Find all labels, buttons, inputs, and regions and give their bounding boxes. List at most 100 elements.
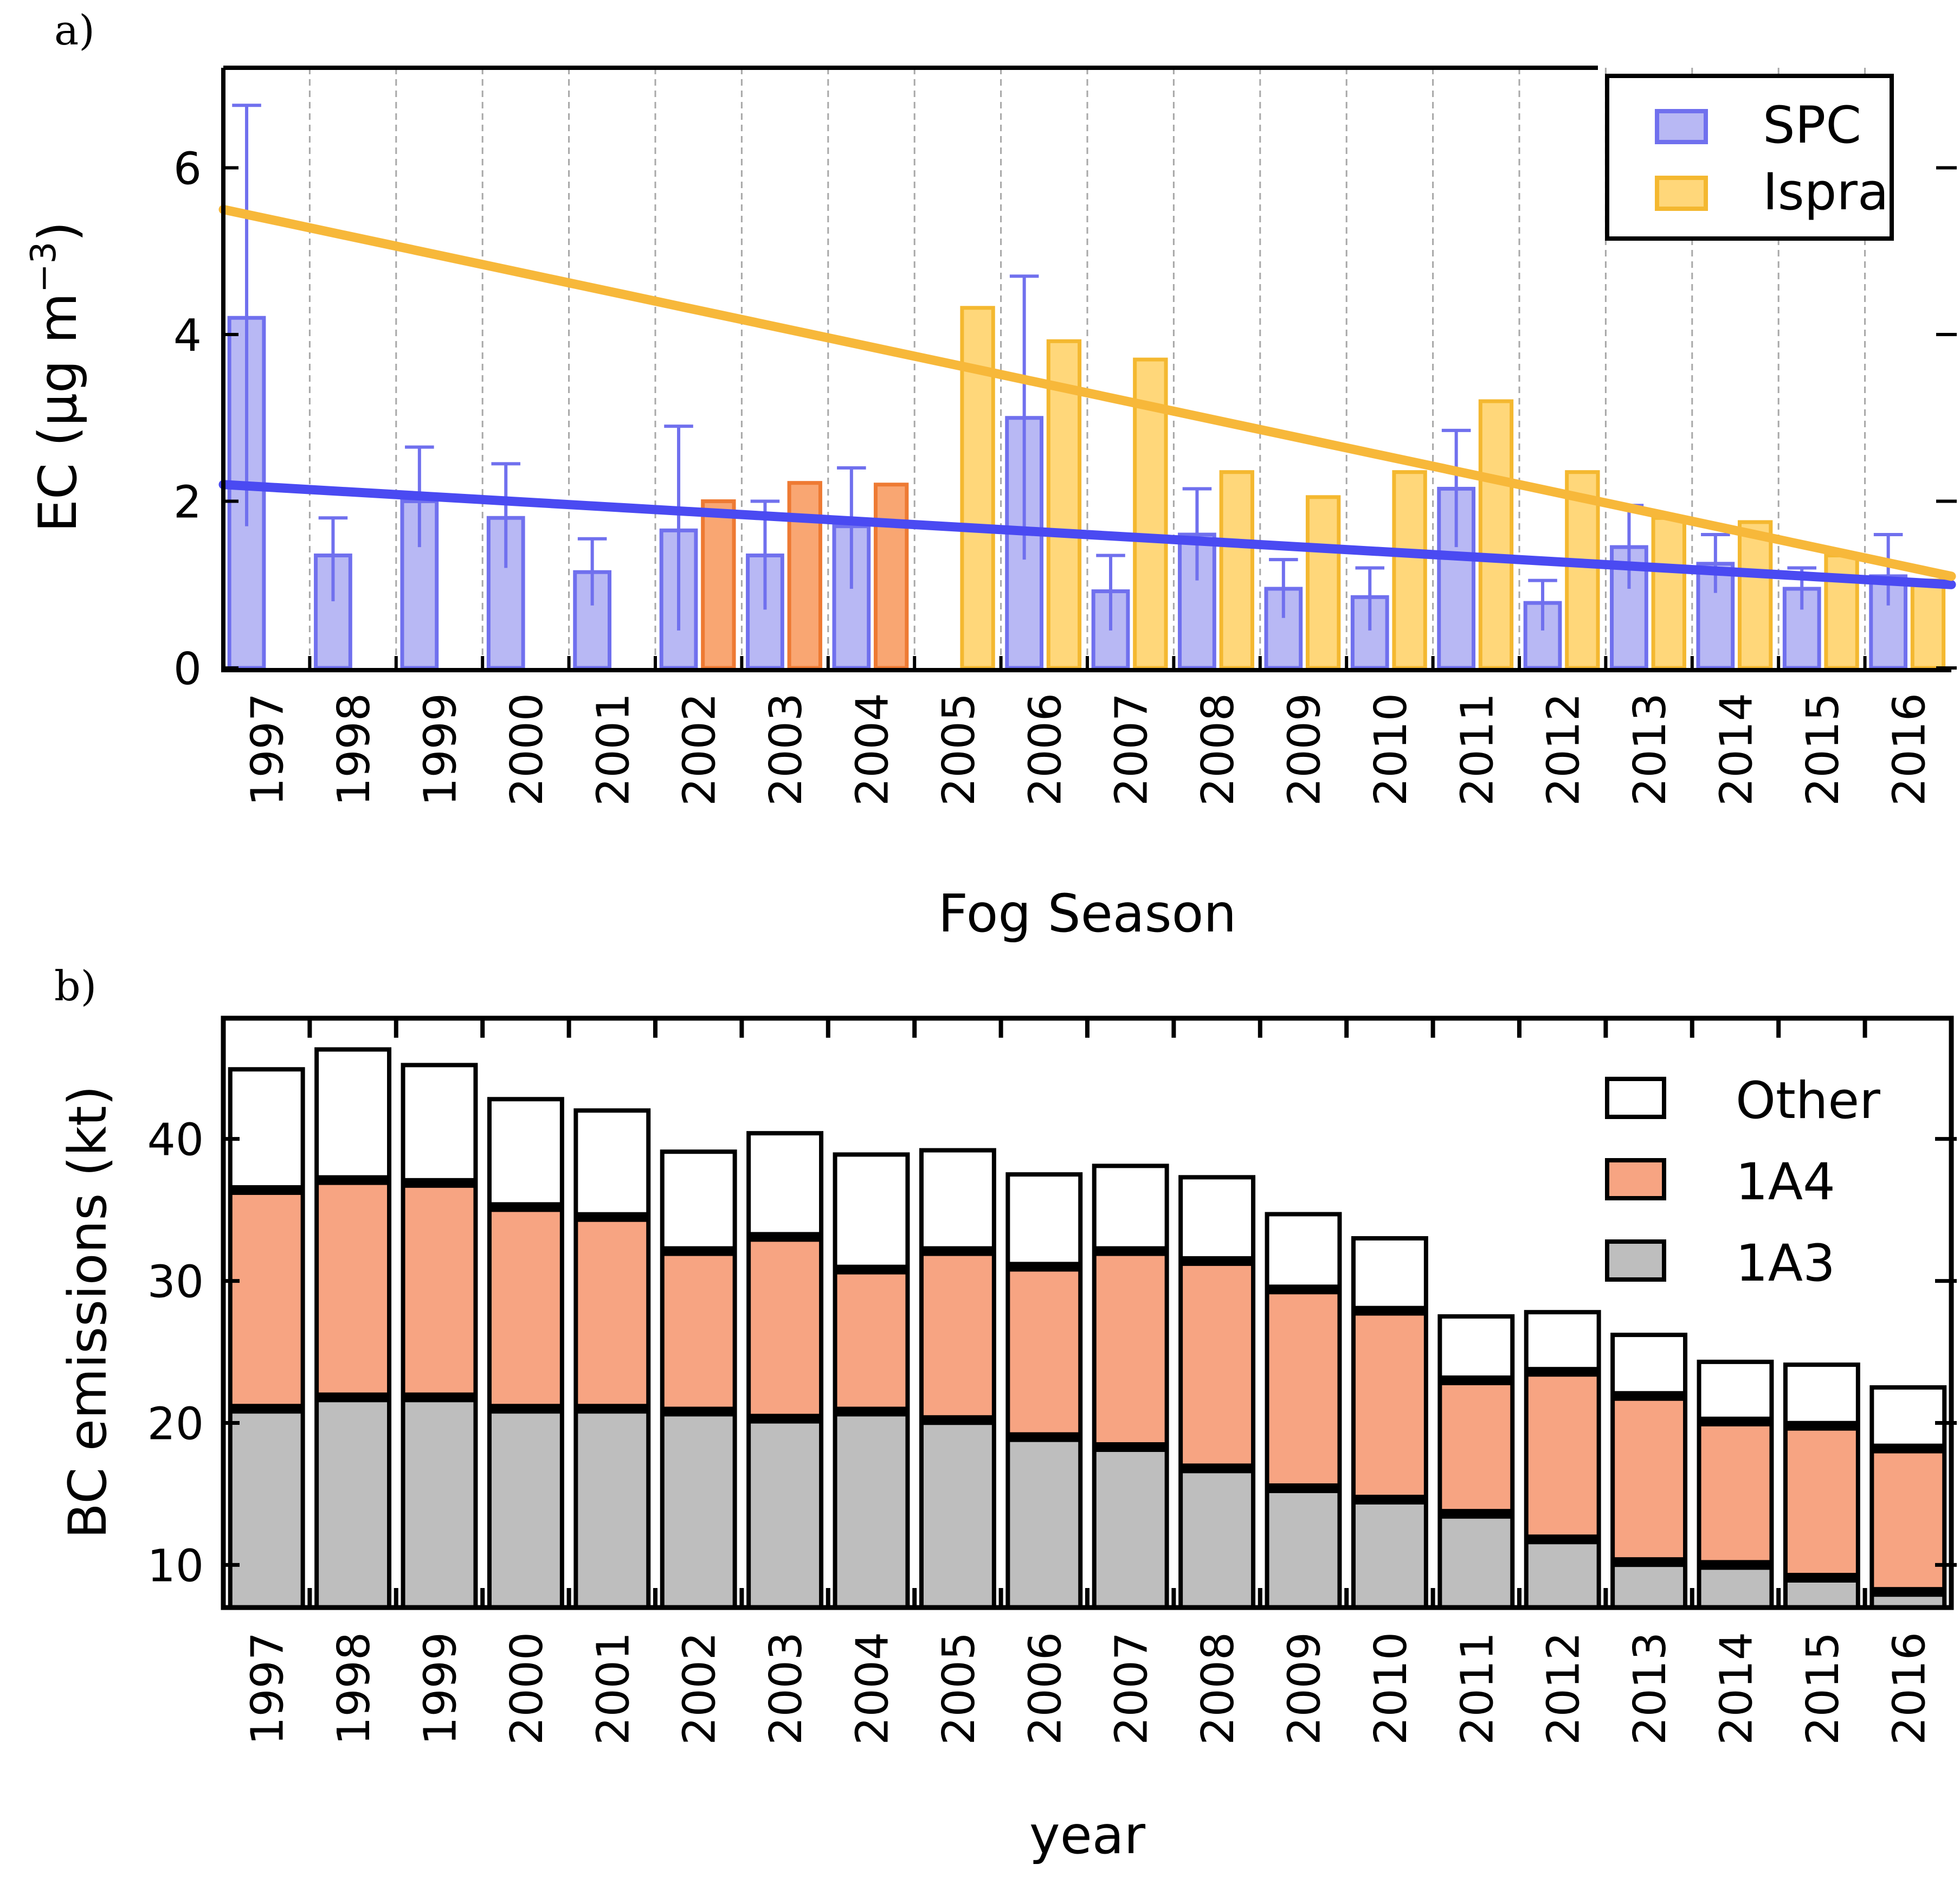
panel-b-axes-box	[221, 1015, 1954, 1610]
1a3-segment-2012	[1526, 1539, 1599, 1608]
panel-a-y-axis-title-superscript: −3	[24, 242, 64, 293]
1a4-segment-2011	[1440, 1380, 1513, 1514]
1a3-segment-1997	[230, 1409, 303, 1608]
panel-a-x-tick-label-2015: 2015	[1797, 693, 1849, 806]
panel-a-x-tick-label-2001: 2001	[588, 693, 639, 806]
segment-separator-2002	[662, 1406, 735, 1417]
other-segment-2002	[662, 1152, 735, 1251]
panel-a-x-axis-title: Fog Season	[938, 883, 1236, 944]
panel-a-error-bars	[232, 104, 1903, 631]
segment-separator-2015	[1785, 1420, 1858, 1431]
segment-separator-2014	[1699, 1416, 1772, 1426]
panel-b-y-tick-label: 10	[147, 1540, 204, 1592]
other-segment-2000	[489, 1099, 562, 1207]
other-segment-2010	[1353, 1238, 1426, 1311]
1a4-segment-2014	[1699, 1421, 1772, 1565]
segment-separator-2012	[1526, 1367, 1599, 1377]
ispra-bar-2015	[1824, 553, 1859, 670]
panel-b-x-tick-label-2003: 2003	[760, 1632, 812, 1745]
segment-separator-1998	[317, 1392, 390, 1403]
ispra-bar-2014	[1737, 520, 1773, 670]
1a4-segment-1997	[230, 1190, 303, 1409]
other-segment-1997	[230, 1069, 303, 1190]
1a3-segment-2011	[1440, 1514, 1513, 1608]
1a4-segment-2012	[1526, 1372, 1599, 1540]
panel-a-x-tick-label-1997: 1997	[242, 693, 294, 806]
panel-a-y-tick-label: 6	[173, 144, 202, 195]
legend-swatch-other	[1605, 1077, 1666, 1119]
segment-separator-2003	[749, 1413, 822, 1424]
panel-b-x-tick-label-2006: 2006	[1020, 1632, 1071, 1745]
panel-b-x-tick-label-2007: 2007	[1106, 1632, 1158, 1745]
segment-separator-2010	[1353, 1494, 1426, 1505]
panel-a-x-tick-label-1999: 1999	[415, 693, 467, 806]
other-segment-2001	[576, 1110, 649, 1217]
ispra-bar-2002	[701, 499, 736, 670]
legend-label-ispra: Ispra	[1763, 163, 1889, 222]
panel-a-x-tick-label-2004: 2004	[847, 693, 899, 806]
1a4-segment-2004	[835, 1269, 908, 1412]
1a3-segment-2008	[1181, 1468, 1254, 1608]
other-segment-2016	[1872, 1387, 1945, 1449]
1a3-segment-1999	[403, 1397, 476, 1608]
panel-b-stacked-bars	[228, 1047, 1947, 1610]
segment-separator-1997	[230, 1404, 303, 1414]
other-segment-2015	[1785, 1365, 1858, 1426]
1a3-segment-2006	[1008, 1437, 1081, 1608]
panel-a-x-tick-label-2010: 2010	[1365, 693, 1417, 806]
legend-label-1a4: 1A4	[1736, 1153, 1835, 1212]
ispra-bar-2003	[787, 481, 822, 670]
1a3-segment-2007	[1094, 1447, 1167, 1608]
panel-b-x-tick-label-1998: 1998	[328, 1632, 380, 1745]
panel-a-x-tick-label-2012: 2012	[1538, 693, 1590, 806]
1a4-segment-1999	[403, 1182, 476, 1398]
segment-separator-2002	[662, 1246, 735, 1256]
segment-separator-2008	[1181, 1256, 1254, 1266]
panel-b-bc-emissions-chart: b) 10 20 30 40 1997 1998 1999 2000 2001 2002 2003…	[54, 962, 1957, 1866]
panel-b-x-tick-label-2013: 2013	[1624, 1632, 1676, 1745]
legend-label-1a3: 1A3	[1736, 1234, 1835, 1293]
panel-a-x-tick-label-2006: 2006	[1020, 693, 1071, 806]
other-segment-2013	[1613, 1335, 1686, 1396]
1a3-segment-2010	[1353, 1499, 1426, 1608]
panel-a-y-axis-title-close: )	[28, 221, 88, 241]
panel-b-y-axis-title: BC emissions (kt)	[57, 1085, 118, 1539]
other-segment-2005	[921, 1150, 994, 1251]
segment-separator-2003	[749, 1232, 822, 1242]
1a4-segment-2007	[1094, 1251, 1167, 1448]
panel-b-y-tick-label: 40	[147, 1115, 204, 1166]
panel-b-x-tick-label-2004: 2004	[847, 1632, 899, 1745]
panel-b-x-tick-label-2015: 2015	[1797, 1632, 1849, 1745]
segment-separator-2004	[835, 1264, 908, 1275]
segment-separator-1998	[317, 1175, 390, 1185]
panel-a-y-tick-label: 4	[173, 310, 202, 362]
panel-a-legend: SPC Ispra	[1605, 74, 1894, 241]
segment-separator-2010	[1353, 1306, 1426, 1316]
1a3-segment-2000	[489, 1409, 562, 1608]
panel-a-y-axis-title-main: EC (μg m	[28, 293, 88, 532]
panel-b-legend: Other 1A4 1A3	[1605, 1071, 1880, 1293]
1a4-segment-2009	[1267, 1289, 1340, 1488]
panel-b-y-tick-label: 20	[147, 1398, 204, 1450]
panel-b-x-tick-label-2009: 2009	[1279, 1632, 1331, 1745]
segment-separator-2012	[1526, 1534, 1599, 1545]
panel-a-x-tick-label-2013: 2013	[1624, 693, 1676, 806]
other-segment-2011	[1440, 1316, 1513, 1380]
panel-a-bars	[227, 306, 1946, 670]
panel-b-x-tick-label-2005: 2005	[933, 1632, 985, 1745]
legend-swatch-1a4	[1605, 1158, 1666, 1200]
segment-separator-2013	[1613, 1557, 1686, 1567]
other-segment-2008	[1181, 1177, 1254, 1261]
segment-separator-1997	[230, 1185, 303, 1195]
panel-a-x-tick-label-2008: 2008	[1192, 693, 1244, 806]
segment-separator-1999	[403, 1392, 476, 1403]
legend-swatch-ispra	[1655, 176, 1708, 211]
segment-separator-2006	[1008, 1432, 1081, 1442]
ispra-bar-2005	[960, 306, 995, 670]
panel-b-x-tick-label-2000: 2000	[501, 1632, 553, 1745]
segment-separator-2008	[1181, 1463, 1254, 1474]
panel-a-y-tick-label: 0	[173, 644, 202, 695]
segment-separator-2013	[1613, 1391, 1686, 1401]
segment-separator-2016	[1872, 1443, 1945, 1454]
